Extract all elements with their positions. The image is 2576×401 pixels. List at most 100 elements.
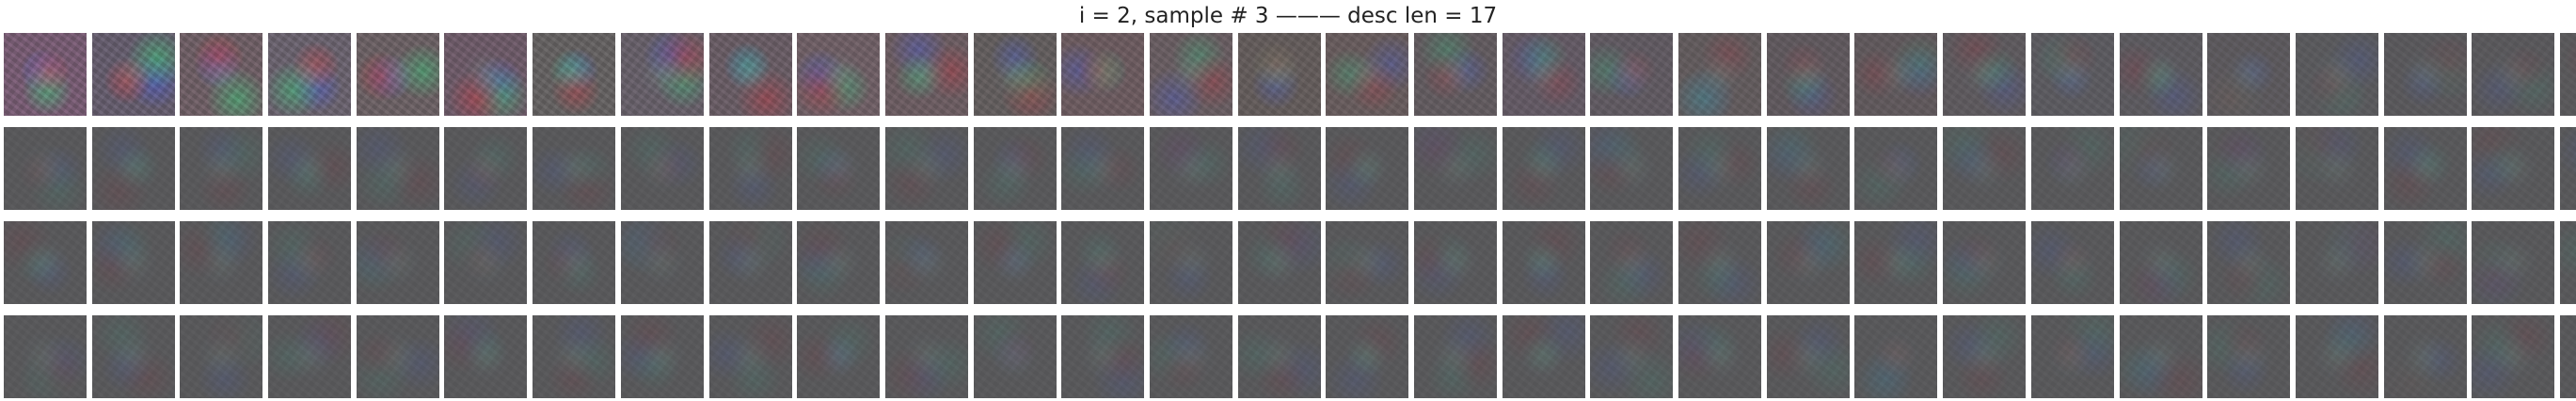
sample-image-blob xyxy=(1432,237,1479,286)
sample-image-blob xyxy=(374,143,421,192)
sample-image-blob xyxy=(1079,49,1126,98)
sample-image-tile xyxy=(1502,33,1585,116)
sample-image-blob xyxy=(1608,331,1655,380)
sample-image-blob xyxy=(1608,143,1655,192)
sample-image-blob xyxy=(462,331,510,380)
sample-image-blob xyxy=(1872,143,1920,192)
sample-image-tile xyxy=(2559,315,2576,398)
sample-image-noise xyxy=(708,127,792,210)
sample-image-noise xyxy=(2472,315,2555,398)
sample-image-tile xyxy=(2559,33,2576,116)
sample-image-blob xyxy=(1520,49,1567,98)
sample-image-tile xyxy=(797,33,881,116)
sample-image-blob xyxy=(1168,143,1215,192)
sample-image-noise xyxy=(708,315,792,398)
sample-image-noise xyxy=(1149,221,1232,304)
sample-image-noise xyxy=(2295,127,2378,210)
sample-image-tile xyxy=(533,315,616,398)
sample-image-tile xyxy=(91,33,175,116)
sample-image-noise xyxy=(973,221,1057,304)
sample-image-blob xyxy=(374,331,421,380)
sample-image-noise xyxy=(1590,33,1674,116)
sample-image-tile xyxy=(884,127,968,210)
sample-image-blob xyxy=(726,49,774,98)
sample-image-noise xyxy=(2559,127,2576,210)
sample-image-noise xyxy=(2207,127,2291,210)
sample-image-blob xyxy=(286,331,333,380)
sample-image-tile xyxy=(884,33,968,116)
sample-image-noise xyxy=(1854,221,1938,304)
sample-image-blob xyxy=(2489,331,2536,380)
sample-image-tile xyxy=(2119,221,2202,304)
sample-image-tile xyxy=(4,315,87,398)
sample-image-noise xyxy=(533,221,616,304)
sample-image-noise xyxy=(356,33,439,116)
sample-image-tile xyxy=(1943,221,2027,304)
sample-image-tile xyxy=(2472,33,2555,116)
sample-image-tile xyxy=(1854,127,1938,210)
sample-image-tile xyxy=(1943,315,2027,398)
sample-image-tile xyxy=(797,127,881,210)
sample-image-blob xyxy=(550,237,597,286)
sample-image-tile xyxy=(797,221,881,304)
sample-image-tile xyxy=(268,221,352,304)
sample-image-tile xyxy=(884,315,968,398)
sample-image-noise xyxy=(1061,33,1145,116)
sample-image-blob xyxy=(815,237,862,286)
sample-image-blob xyxy=(462,49,510,98)
sample-image-tile xyxy=(620,33,704,116)
sample-image-blob xyxy=(1785,331,1832,380)
sample-image-noise xyxy=(1854,33,1938,116)
sample-image-tile xyxy=(1326,33,1409,116)
sample-image-blob xyxy=(2137,49,2185,98)
sample-image-blob xyxy=(903,143,950,192)
sample-image-noise xyxy=(884,33,968,116)
sample-image-tile xyxy=(1414,315,1497,398)
sample-image-tile xyxy=(2030,221,2114,304)
sample-image-blob xyxy=(903,331,950,380)
sample-image-noise xyxy=(2030,221,2114,304)
sample-image-noise xyxy=(1678,221,1762,304)
sample-image-tile xyxy=(533,221,616,304)
sample-image-blob xyxy=(1344,49,1391,98)
sample-image-noise xyxy=(1061,315,1145,398)
sample-image-blob xyxy=(2049,143,2096,192)
sample-image-blob xyxy=(374,49,421,98)
sample-image-tile xyxy=(2383,33,2467,116)
sample-image-tile xyxy=(444,127,528,210)
sample-image-blob xyxy=(639,49,686,98)
sample-image-blob xyxy=(1520,237,1567,286)
sample-image-blob xyxy=(2401,143,2449,192)
sample-image-blob xyxy=(1520,143,1567,192)
sample-image-tile xyxy=(1326,127,1409,210)
sample-image-blob xyxy=(2314,143,2361,192)
sample-image-noise xyxy=(708,33,792,116)
sample-image-noise xyxy=(180,221,263,304)
sample-image-blob xyxy=(2401,331,2449,380)
sample-image-noise xyxy=(444,221,528,304)
sample-image-noise xyxy=(1766,33,1850,116)
sample-image-noise xyxy=(4,127,87,210)
figure-title: i = 2, sample # 3 ——— desc len = 17 xyxy=(1078,4,1498,28)
sample-image-tile xyxy=(2472,315,2555,398)
sample-image-blob xyxy=(639,331,686,380)
sample-image-blob xyxy=(726,331,774,380)
sample-image-blob xyxy=(1961,143,2008,192)
sample-image-tile xyxy=(2119,127,2202,210)
sample-image-blob xyxy=(991,237,1039,286)
sample-image-noise xyxy=(1943,33,2027,116)
sample-image-noise xyxy=(444,33,528,116)
sample-image-tile xyxy=(1414,33,1497,116)
sample-image-noise xyxy=(444,315,528,398)
sample-image-blob xyxy=(2401,237,2449,286)
sample-image-blob xyxy=(462,143,510,192)
sample-image-tile xyxy=(620,221,704,304)
sample-image-blob xyxy=(1168,237,1215,286)
sample-image-tile xyxy=(1590,315,1674,398)
sample-image-noise xyxy=(708,221,792,304)
sample-image-noise xyxy=(973,315,1057,398)
sample-image-noise xyxy=(268,315,352,398)
sample-image-tile xyxy=(2472,127,2555,210)
sample-image-blob xyxy=(198,49,245,98)
sample-image-tile xyxy=(1061,315,1145,398)
